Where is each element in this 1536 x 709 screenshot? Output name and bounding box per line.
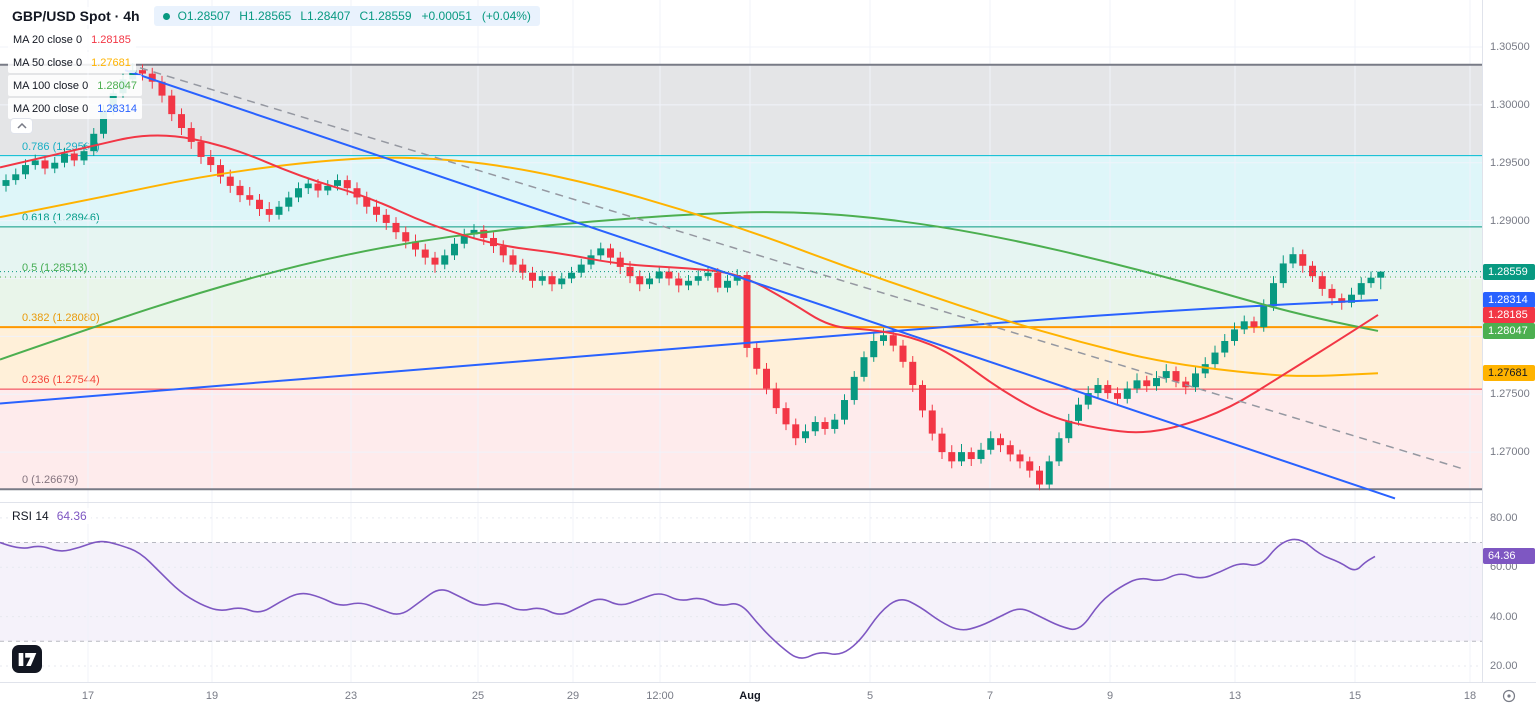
ma20-badge: 1.28185 xyxy=(1483,306,1535,323)
trendline-dashed[interactable] xyxy=(139,67,1466,471)
chevron-up-icon xyxy=(16,123,27,129)
fib-label: 0.382 (1.28080) xyxy=(22,312,100,324)
ma-legend-value: 1.27681 xyxy=(91,56,131,69)
ma50-badge: 1.27681 xyxy=(1483,365,1535,382)
close-label: C xyxy=(359,9,369,23)
axis-corner xyxy=(1482,682,1536,709)
tradingview-logo[interactable] xyxy=(12,645,42,673)
rsi-axis-label: 80.00 xyxy=(1490,511,1518,524)
ma50-line xyxy=(0,156,1379,377)
candles-layer xyxy=(2,63,1385,491)
time-axis-label: 23 xyxy=(344,690,358,702)
time-axis-label: 25 xyxy=(471,690,485,702)
time-axis-label: 7 xyxy=(986,690,994,702)
price-axis-label: 1.27500 xyxy=(1490,388,1530,401)
rsi-band xyxy=(0,542,1482,642)
time-axis-label: 9 xyxy=(1106,690,1114,702)
time-axis-label: 17 xyxy=(81,690,95,702)
open-value: 1.28507 xyxy=(186,9,231,23)
ma-legend-label: MA 100 close 0 xyxy=(13,79,89,92)
time-axis-label: 19 xyxy=(205,690,219,702)
last-price-badge: 1.28559 xyxy=(1483,263,1535,280)
ma-legend-row[interactable]: MA 200 close 0 1.28314 xyxy=(8,98,142,119)
ma200-line xyxy=(0,299,1379,405)
fib-band xyxy=(0,276,1482,328)
ma100-line xyxy=(0,211,1379,361)
chart-legend-header: GBP/USD Spot · 4h O 1.28507 H 1.28565 L 1.2… xyxy=(8,6,540,26)
ma20-line xyxy=(0,134,1379,434)
ma-legend-label: MA 20 close 0 xyxy=(13,33,83,46)
target-icon[interactable] xyxy=(1501,688,1517,704)
rsi-value-badge: 64.36 xyxy=(1483,548,1535,565)
price-axis[interactable]: 1.30500 1.30000 1.29500 1.29000 1.27500 1.270… xyxy=(1482,0,1536,709)
ma-legend-value: 1.28047 xyxy=(97,79,137,92)
rsi-axis-label: 60.00 xyxy=(1490,561,1518,574)
ma-legend: MA 20 close 0 1.28185 MA 50 close 0 1.27681… xyxy=(8,29,142,121)
low-value: 1.28407 xyxy=(307,9,351,23)
time-axis-label: 12:00 xyxy=(646,690,674,702)
change-percent: (+0.04%) xyxy=(481,9,531,23)
fib-label: 0 (1.26679) xyxy=(22,474,78,486)
change-value: +0.00051 xyxy=(421,9,472,23)
rsi-value: 64.36 xyxy=(56,509,87,523)
time-axis-label: 13 xyxy=(1228,690,1242,702)
ma-legend-label: MA 50 close 0 xyxy=(13,56,83,69)
ohlc-strip: O 1.28507 H 1.28565 L 1.28407 C 1.28559 +0.0… xyxy=(153,6,540,26)
ma200-badge: 1.28314 xyxy=(1483,292,1535,309)
fib-band xyxy=(0,389,1482,490)
rsi-legend-row[interactable]: RSI 14 64.36 xyxy=(8,508,91,524)
close-value: 1.28559 xyxy=(368,9,412,23)
rsi-axis-label: 40.00 xyxy=(1490,610,1518,623)
rsi-chart-canvas[interactable] xyxy=(0,503,1482,682)
ma-legend-value: 1.28185 xyxy=(91,33,131,46)
high-label: H xyxy=(239,9,248,23)
time-axis-label: Aug xyxy=(739,690,761,702)
ma-legend-value: 1.28314 xyxy=(97,102,137,115)
time-axis-label: 15 xyxy=(1348,690,1362,702)
ma100-badge: 1.28047 xyxy=(1483,322,1535,339)
trendline-descending[interactable] xyxy=(124,69,1396,500)
fib-label: 0.5 (1.28513) xyxy=(22,262,87,274)
price-axis-label: 1.29000 xyxy=(1490,214,1530,227)
rsi-pane[interactable]: RSI 14 64.36 xyxy=(0,502,1482,682)
collapse-legend-button[interactable] xyxy=(10,118,33,134)
price-axis-label: 1.29500 xyxy=(1490,156,1530,169)
fib-band xyxy=(0,64,1482,156)
market-status-dot xyxy=(162,12,170,20)
ma-legend-row[interactable]: MA 100 close 0 1.28047 xyxy=(8,75,142,96)
price-axis-label: 1.27000 xyxy=(1490,446,1530,459)
high-value: 1.28565 xyxy=(247,9,292,23)
price-axis-label: 1.30500 xyxy=(1490,40,1530,53)
time-axis-label: 5 xyxy=(866,690,874,702)
time-axis[interactable]: 17 19 23 25 29 12:00 Aug 5 7 9 13 15 18 xyxy=(0,682,1482,709)
price-axis-label: 1.30000 xyxy=(1490,98,1530,111)
time-axis-label: 29 xyxy=(566,690,580,702)
ma-legend-row[interactable]: MA 50 close 0 1.27681 xyxy=(8,52,136,73)
ma-legend-label: MA 200 close 0 xyxy=(13,102,89,115)
rsi-label: RSI 14 xyxy=(12,509,49,523)
open-label: O xyxy=(177,9,187,23)
rsi-line xyxy=(0,538,1376,659)
time-axis-label: 18 xyxy=(1463,690,1477,702)
low-label: L xyxy=(300,9,308,23)
fib-band xyxy=(0,226,1482,277)
tradingview-logo-icon xyxy=(18,652,36,666)
fib-label: 0.236 (1.27544) xyxy=(22,374,100,386)
rsi-axis-label: 20.00 xyxy=(1490,659,1518,672)
ma-legend-row[interactable]: MA 20 close 0 1.28185 xyxy=(8,29,136,50)
symbol-title[interactable]: GBP/USD Spot · 4h xyxy=(8,7,144,25)
price-chart-canvas[interactable] xyxy=(0,0,1482,502)
